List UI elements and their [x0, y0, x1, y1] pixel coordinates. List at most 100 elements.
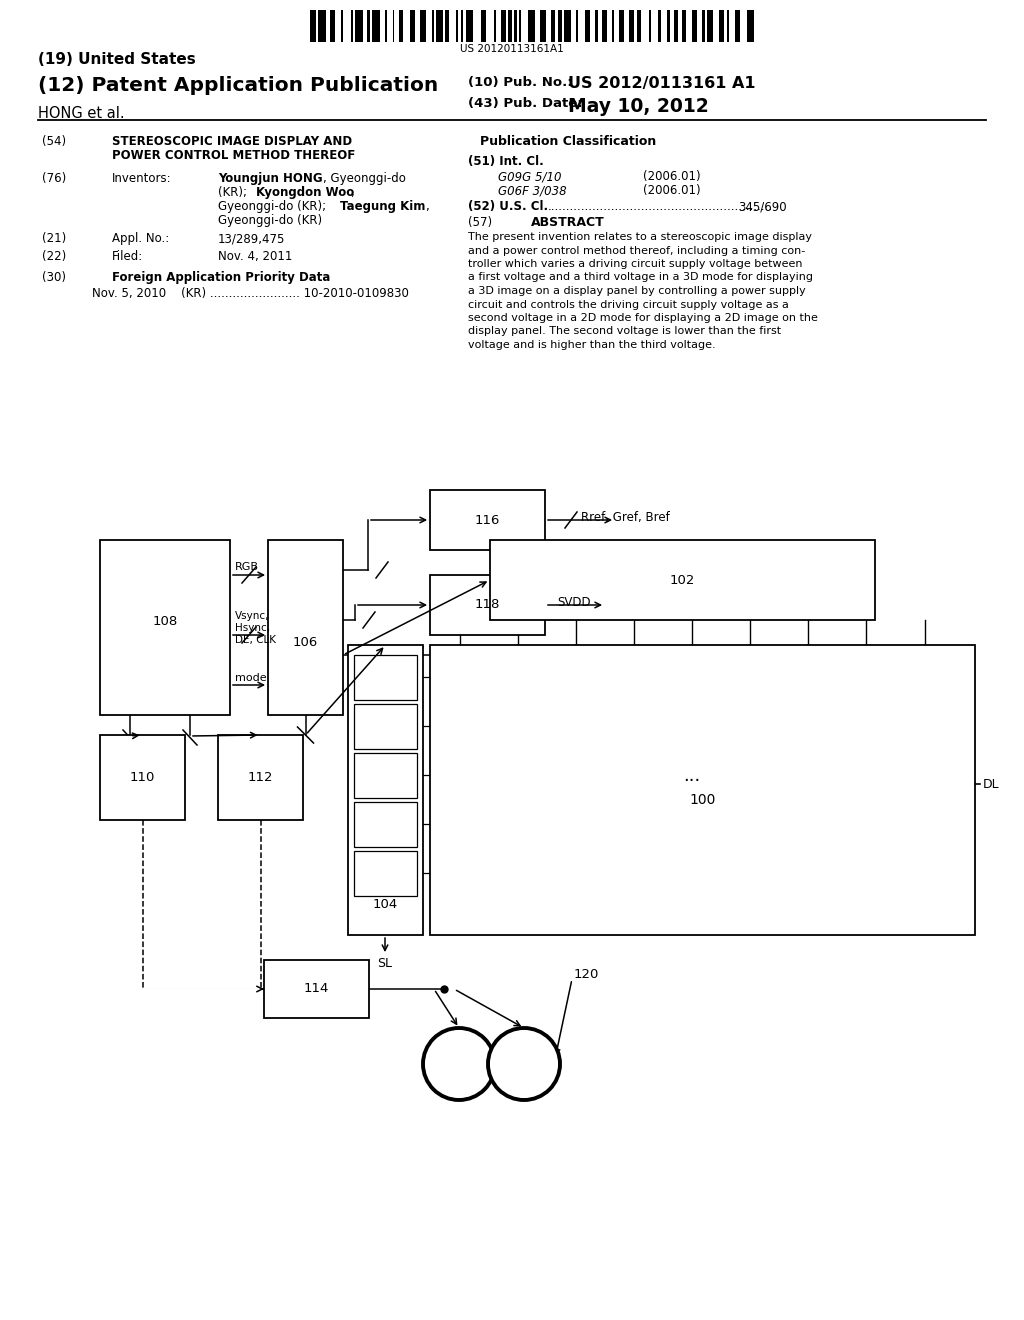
Bar: [577, 11, 579, 42]
Bar: [701, 11, 706, 42]
Bar: [727, 11, 729, 42]
Circle shape: [488, 1028, 560, 1100]
Bar: [318, 11, 326, 42]
Text: G09G 5/10: G09G 5/10: [498, 170, 561, 183]
Bar: [399, 11, 402, 42]
Bar: [367, 11, 371, 42]
Bar: [348, 645, 423, 935]
Text: Gyeonggi-do (KR): Gyeonggi-do (KR): [218, 214, 323, 227]
Text: 100: 100: [689, 793, 716, 807]
Bar: [430, 645, 975, 935]
Bar: [629, 11, 634, 42]
Text: 112: 112: [248, 771, 273, 784]
Text: (21): (21): [42, 232, 67, 246]
Bar: [682, 11, 686, 42]
Text: 118: 118: [475, 598, 500, 611]
Text: Nov. 4, 2011: Nov. 4, 2011: [218, 249, 293, 263]
Text: (52) U.S. Cl.: (52) U.S. Cl.: [468, 201, 548, 213]
Text: Inventors:: Inventors:: [112, 172, 172, 185]
Text: Kyongdon Woo: Kyongdon Woo: [256, 186, 354, 199]
Bar: [432, 11, 434, 42]
Bar: [618, 11, 624, 42]
Text: (2006.01): (2006.01): [643, 183, 700, 197]
Text: ABSTRACT: ABSTRACT: [531, 216, 605, 228]
Bar: [430, 490, 545, 550]
Bar: [648, 11, 651, 42]
Bar: [444, 11, 450, 42]
Bar: [602, 11, 607, 42]
Text: Publication Classification: Publication Classification: [480, 135, 656, 148]
Bar: [564, 11, 570, 42]
Text: 114: 114: [304, 982, 329, 995]
Text: SL: SL: [378, 957, 392, 970]
Text: display panel. The second voltage is lower than the first: display panel. The second voltage is low…: [468, 326, 781, 337]
Text: (KR);: (KR);: [218, 186, 251, 199]
Bar: [719, 11, 724, 42]
Text: SVDD: SVDD: [557, 597, 591, 610]
Bar: [436, 11, 442, 42]
Text: Filed:: Filed:: [112, 249, 143, 263]
Text: (51) Int. Cl.: (51) Int. Cl.: [468, 154, 544, 168]
Bar: [501, 11, 506, 42]
Text: (10) Pub. No.:: (10) Pub. No.:: [468, 77, 572, 88]
Text: Appl. No.:: Appl. No.:: [112, 232, 169, 246]
Bar: [595, 11, 598, 42]
Text: Hsync,: Hsync,: [234, 623, 270, 634]
Text: The present invention relates to a stereoscopic image display: The present invention relates to a stere…: [468, 232, 812, 242]
Bar: [456, 11, 458, 42]
Bar: [411, 11, 415, 42]
Text: (2006.01): (2006.01): [643, 170, 700, 183]
Text: 345/690: 345/690: [738, 201, 786, 213]
Bar: [355, 11, 362, 42]
Circle shape: [423, 1028, 495, 1100]
Text: RGB: RGB: [234, 562, 259, 572]
Bar: [466, 11, 473, 42]
Text: ............................................................: ........................................…: [548, 201, 773, 213]
Text: G06F 3/038: G06F 3/038: [498, 183, 566, 197]
Text: 13/289,475: 13/289,475: [218, 232, 286, 246]
Text: 104: 104: [373, 899, 398, 912]
Bar: [708, 11, 713, 42]
Text: voltage and is higher than the third voltage.: voltage and is higher than the third vol…: [468, 341, 716, 350]
Bar: [611, 11, 614, 42]
Text: and a power control method thereof, including a timing con-: and a power control method thereof, incl…: [468, 246, 805, 256]
Bar: [528, 11, 535, 42]
Bar: [385, 11, 387, 42]
Bar: [551, 11, 555, 42]
Text: 120: 120: [574, 968, 599, 981]
Text: troller which varies a driving circuit supply voltage between: troller which varies a driving circuit s…: [468, 259, 803, 269]
Text: DL: DL: [983, 777, 999, 791]
Text: (54): (54): [42, 135, 67, 148]
Bar: [585, 11, 590, 42]
Bar: [540, 11, 546, 42]
Bar: [658, 11, 660, 42]
Text: (22): (22): [42, 249, 67, 263]
Text: (43) Pub. Date:: (43) Pub. Date:: [468, 96, 583, 110]
Text: POWER CONTROL METHOD THEREOF: POWER CONTROL METHOD THEREOF: [112, 149, 355, 162]
Text: Taegung Kim: Taegung Kim: [340, 201, 425, 213]
Bar: [508, 11, 512, 42]
Bar: [268, 540, 343, 715]
Bar: [100, 735, 185, 820]
Bar: [668, 11, 670, 42]
Bar: [264, 960, 369, 1018]
Bar: [430, 576, 545, 635]
Bar: [218, 735, 303, 820]
Text: 116: 116: [475, 513, 500, 527]
Text: (76): (76): [42, 172, 67, 185]
Bar: [310, 11, 315, 42]
Text: Rref, Gref, Bref: Rref, Gref, Bref: [581, 511, 670, 524]
Bar: [331, 11, 335, 42]
Text: STL: STL: [447, 1057, 470, 1071]
Text: mode: mode: [234, 673, 266, 682]
Bar: [461, 11, 463, 42]
Text: , Gyeonggi-do: , Gyeonggi-do: [323, 172, 406, 185]
Bar: [494, 11, 497, 42]
Bar: [674, 11, 678, 42]
Text: Gyeonggi-do (KR);: Gyeonggi-do (KR);: [218, 201, 330, 213]
Text: Youngjun HONG: Youngjun HONG: [218, 172, 323, 185]
Text: Foreign Application Priority Data: Foreign Application Priority Data: [112, 271, 331, 284]
Bar: [421, 11, 426, 42]
Text: second voltage in a 2D mode for displaying a 2D image on the: second voltage in a 2D mode for displayi…: [468, 313, 818, 323]
Text: Vsync,: Vsync,: [234, 611, 269, 620]
